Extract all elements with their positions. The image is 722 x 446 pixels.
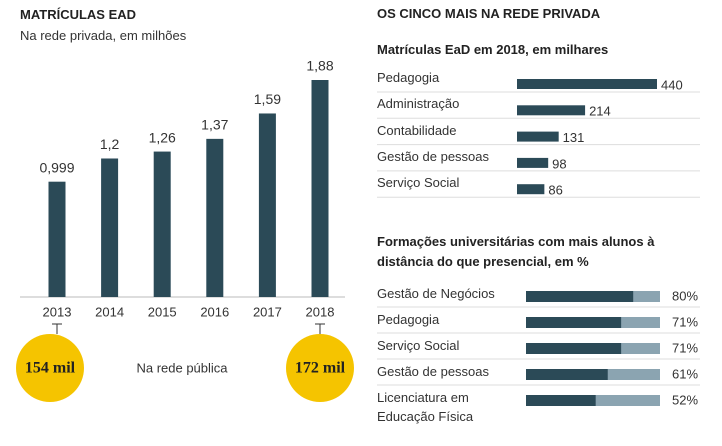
value-label: 1,2 [100,136,120,152]
category-label: Administração [377,96,460,112]
category-label: Gestão de pessoas [377,148,490,164]
circle [286,334,354,402]
category-label: Licenciatura em Educação Física [377,390,474,424]
value-label: 1,26 [149,129,176,145]
annotation: 154 mil [25,360,76,377]
bar [101,158,119,297]
x-tick-label: 2015 [148,304,177,319]
category-label: Serviço Social [377,338,460,353]
category-label: Pedagogia [377,312,440,327]
bar [526,343,622,354]
chart-title: Matrículas EaD em 2018, em milhares [377,42,609,57]
value-label: 440 [661,77,683,92]
value-label: 71% [672,314,698,329]
bar [517,131,559,142]
value-label: 86 [548,183,562,198]
bar [517,105,586,116]
x-tick-label: 2018 [306,304,335,319]
category-label: Contabilidade [377,122,457,138]
value-label: 52% [672,392,698,407]
x-tick-label: 2013 [43,304,72,319]
value-label: 1,59 [254,91,281,107]
bar [311,80,329,297]
chart-subtitle: Na rede privada, em milhões [20,28,187,43]
bar [526,369,608,380]
bar [526,395,596,406]
bar [48,181,66,297]
bar [526,317,622,328]
category-label: Gestão de Negócios [377,286,495,301]
bar [517,184,545,195]
annotation: Na rede pública [136,360,228,375]
bar [206,138,224,297]
value-label: 1,37 [201,117,228,133]
category-label: Serviço Social [377,175,460,191]
value-label: 98 [552,156,566,171]
bar [153,151,171,297]
value-label: 71% [672,340,698,355]
value-label: 131 [563,130,585,145]
circle [16,334,84,402]
category-label: Pedagogia [377,70,440,85]
x-tick-label: 2014 [95,304,124,319]
bar [517,157,549,168]
value-label: 80% [672,288,698,303]
value-label: 0,999 [39,159,74,175]
chart-title: MATRÍCULAS EAD [20,7,137,22]
annotation: 172 mil [295,360,346,377]
bar [258,113,276,297]
value-label: 1,88 [306,58,333,74]
x-tick-label: 2016 [200,304,229,319]
x-tick-label: 2017 [253,304,282,319]
category-label: Gestão de pessoas [377,364,490,379]
chart-title: Formações universitárias com mais alunos… [377,234,655,269]
bar [526,291,634,302]
value-label: 61% [672,366,698,381]
value-label: 214 [589,104,611,119]
section-title: OS CINCO MAIS NA REDE PRIVADA [377,6,601,21]
bar [517,79,657,89]
